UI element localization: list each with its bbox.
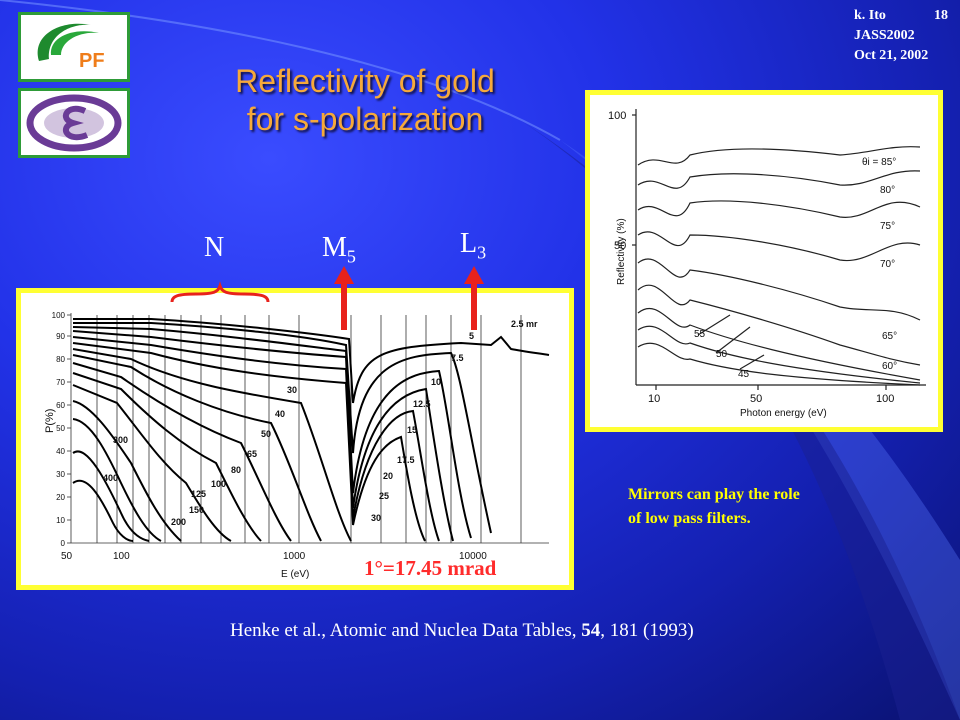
angle-label-70: 70° (880, 259, 895, 270)
curve-label-25: 25 (379, 491, 389, 501)
curve-label-5: 5 (469, 331, 474, 341)
curve-label-20: 20 (383, 471, 393, 481)
left-chart-xlabel: E (eV) (281, 569, 309, 580)
slide-title: Reflectivity of gold for s-polarization (180, 62, 550, 138)
right-xtick-10: 10 (648, 393, 660, 405)
caption-line2: of low pass filters. (628, 510, 751, 527)
left-xtick-100: 100 (113, 551, 130, 562)
left-ytick-0: 0 (61, 539, 66, 548)
left-xtick-1000: 1000 (283, 551, 306, 562)
curve-label-12-5: 12.5 (413, 399, 431, 409)
curve-label-150: 150 (189, 505, 204, 515)
curve-label-15: 15 (407, 425, 417, 435)
l3-sub: 3 (477, 242, 487, 263)
left-ytick-60: 60 (56, 401, 65, 410)
kek-logo (18, 88, 130, 158)
curve-label-50: 50 (261, 429, 271, 439)
svg-text:PF: PF (79, 50, 105, 72)
curve-label-125: 125 (191, 489, 206, 499)
ref-text-after: , 181 (1993) (600, 620, 694, 641)
angle-label-60: 60° (882, 361, 897, 372)
angle-label-85: θi = 85° (862, 157, 896, 168)
right-ytick-100: 100 (608, 110, 626, 122)
edge-label-n: N (204, 232, 225, 263)
left-xtick-10000: 10000 (459, 551, 487, 562)
left-ytick-30: 30 (56, 470, 65, 479)
curve-label-200: 200 (171, 517, 186, 527)
curve-label-10: 10 (431, 377, 441, 387)
slide-number: 18 (934, 8, 948, 23)
angle-conversion-note: 1°=17.45 mrad (364, 556, 497, 580)
angle-label-50: 50 (716, 349, 728, 360)
angle-label-65: 65° (882, 331, 897, 342)
right-chart-ylabel: Reflectivity (%) (616, 218, 627, 285)
title-line2: for s-polarization (246, 101, 484, 137)
slide-date: Oct 21, 2002 (854, 48, 929, 63)
right-xtick-50: 50 (750, 393, 762, 405)
curve-label-400: 400 (103, 473, 118, 483)
author: k. Ito (854, 8, 886, 23)
edge-label-l3: L3 (460, 228, 486, 264)
curve-label-2-5mr: 2.5 mr (511, 319, 538, 329)
angle-label-55: 55 (694, 329, 706, 340)
n-edge-brace (170, 281, 270, 303)
left-xtick-50: 50 (61, 551, 73, 562)
left-ytick-70: 70 (56, 378, 65, 387)
reflectivity-vs-energy-chart: P(%) 0 10 20 30 40 50 60 70 80 90 100 50… (16, 288, 574, 590)
l3-main: L (460, 228, 478, 259)
curve-label-65: 65 (247, 449, 257, 459)
curve-label-100: 100 (211, 479, 226, 489)
left-ytick-10: 10 (56, 516, 65, 525)
left-ytick-50: 50 (56, 424, 65, 433)
right-chart-xlabel: Photon energy (eV) (740, 408, 827, 419)
left-ytick-100: 100 (52, 311, 66, 320)
curve-label-17-5: 17.5 (397, 455, 415, 465)
left-ytick-80: 80 (56, 355, 65, 364)
left-ytick-40: 40 (56, 447, 65, 456)
m5-arrow (334, 266, 354, 330)
curve-label-7-5: 7.5 (451, 353, 464, 363)
ref-text-before: Henke et al., Atomic and Nuclea Data Tab… (230, 620, 582, 641)
right-ytick-50: 50 (614, 240, 626, 252)
caption-line1: Mirrors can play the role (628, 486, 800, 503)
m5-main: M (322, 232, 347, 263)
title-line1: Reflectivity of gold (235, 63, 495, 99)
curve-label-30: 30 (287, 385, 297, 395)
ref-volume: 54 (581, 620, 601, 641)
curve-label-30-hi: 30 (371, 513, 381, 523)
left-ytick-90: 90 (56, 332, 65, 341)
low-pass-caption: Mirrors can play the role of low pass fi… (628, 483, 908, 531)
pf-logo: PF (18, 12, 130, 82)
angle-label-75: 75° (880, 221, 895, 232)
m5-sub: 5 (346, 246, 356, 267)
reference-citation: Henke et al., Atomic and Nuclea Data Tab… (230, 620, 694, 642)
angle-label-45: 45 (738, 369, 750, 380)
edge-label-m5: M5 (322, 232, 356, 268)
event-name: JASS2002 (854, 28, 915, 43)
angle-label-80: 80° (880, 185, 895, 196)
curve-label-300: 300 (113, 435, 128, 445)
left-chart-ylabel: P(%) (44, 409, 56, 433)
curve-label-80: 80 (231, 465, 241, 475)
right-xtick-100: 100 (876, 393, 894, 405)
slide-header: k. Ito 18 JASS2002 Oct 21, 2002 (854, 6, 948, 66)
curve-label-40: 40 (275, 409, 285, 419)
l3-arrow (464, 266, 484, 330)
reflectivity-vs-angle-chart: Reflectivity (%) 100 50 10 50 100 Photon… (585, 90, 943, 432)
left-ytick-20: 20 (56, 493, 65, 502)
